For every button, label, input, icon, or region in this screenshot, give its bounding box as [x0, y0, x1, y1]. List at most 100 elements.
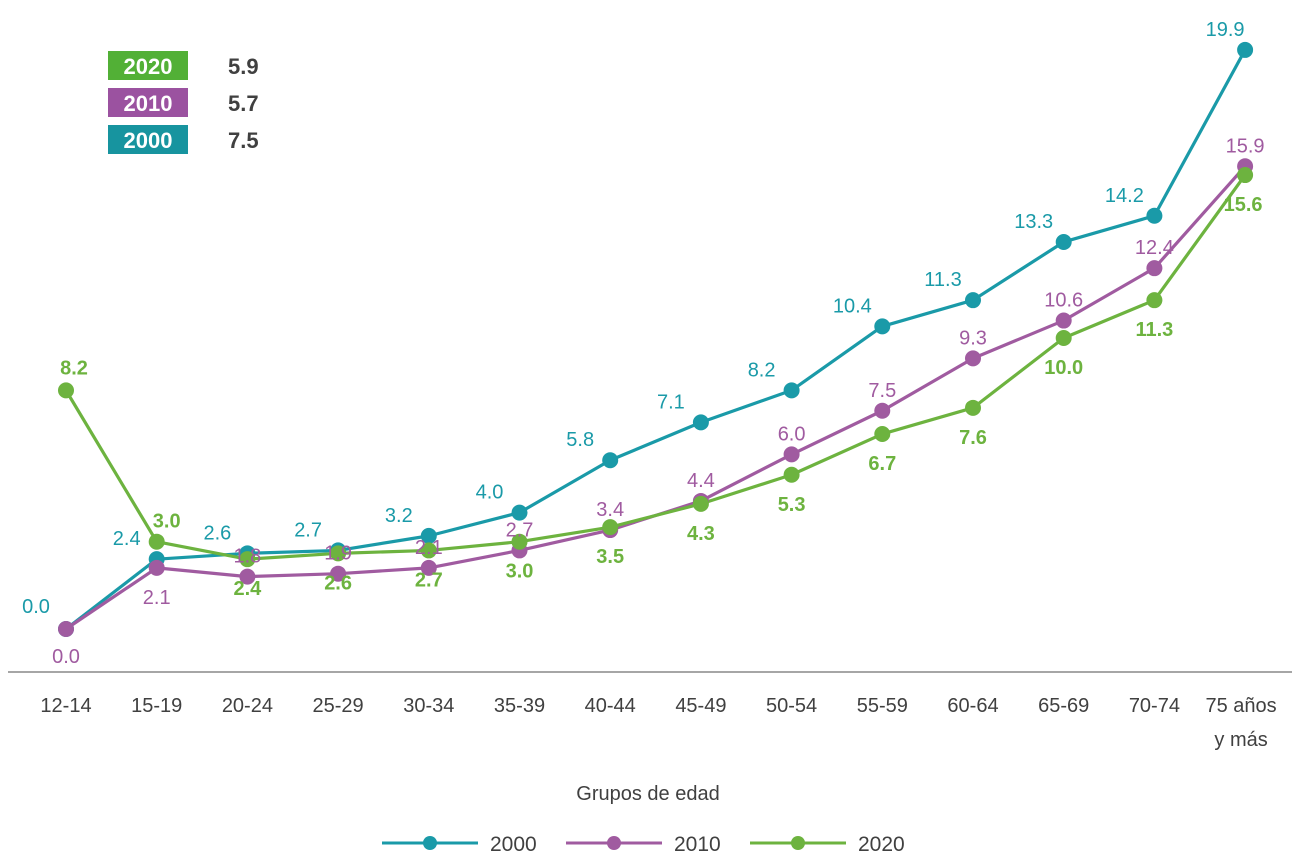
x-tick-label: 15-19 [131, 695, 182, 717]
summary-box: 2020 5.9 2010 5.7 2000 7.5 [108, 51, 259, 154]
data-label-2000: 10.4 [833, 295, 872, 317]
x-tick-label: 75 años [1206, 695, 1277, 717]
data-label-2010: 2.1 [143, 587, 171, 609]
data-label-2020: 5.3 [778, 494, 806, 516]
data-point-2010 [58, 621, 74, 637]
summary-value-2010: 5.7 [228, 91, 259, 116]
data-point-2020 [602, 519, 619, 536]
data-label-2000: 14.2 [1105, 185, 1144, 207]
legend: 2000 2010 2020 [382, 833, 905, 856]
data-label-2020: 3.5 [596, 546, 624, 568]
data-label-2000: 8.2 [748, 359, 776, 381]
data-point-2020 [692, 495, 709, 512]
data-point-2000 [511, 504, 528, 521]
series-line-2000 [65, 49, 1247, 631]
data-label-2020: 3.0 [153, 511, 181, 533]
data-point-2020 [58, 382, 74, 399]
data-point-2020 [1055, 330, 1072, 346]
data-point-2020 [965, 399, 981, 416]
data-point-2020 [1146, 292, 1163, 309]
summary-year-2000: 2000 [124, 128, 173, 153]
data-label-2020: 10.0 [1044, 357, 1083, 379]
data-point-2000 [965, 292, 981, 309]
x-tick-labels: 12-14 15-19 20-24 25-29 30-34 35-39 40-44 45-49… [40, 695, 1276, 751]
x-tick-label: 40-44 [585, 695, 636, 717]
data-label-2010: 3.4 [596, 499, 624, 521]
data-label-2010: 6.0 [778, 423, 806, 445]
x-tick-label: 35-39 [494, 695, 545, 717]
x-tick-label: 45-49 [675, 695, 726, 717]
summary-value-2020: 5.9 [228, 54, 259, 79]
data-label-2010: 15.9 [1226, 135, 1265, 157]
data-label-2010: 1.9 [324, 543, 352, 565]
data-label-2020: 2.4 [233, 578, 262, 600]
data-label-2020: 8.2 [60, 357, 88, 379]
data-label-2020: 4.3 [687, 523, 715, 545]
data-label-2000: 2.7 [294, 519, 322, 541]
data-point-2020 [148, 533, 165, 550]
data-label-2000: 4.0 [476, 482, 504, 504]
data-point-2010 [148, 559, 165, 576]
data-label-2010: 4.4 [687, 470, 715, 492]
data-label-2020: 2.6 [324, 572, 352, 594]
data-point-2020 [874, 426, 891, 443]
legend-marker-2010 [607, 836, 621, 850]
data-point-2000 [1237, 41, 1254, 58]
data-point-2010 [874, 402, 891, 419]
data-label-2020: 7.6 [959, 427, 987, 449]
x-tick-label: 60-64 [947, 695, 998, 717]
legend-label-2010: 2010 [674, 833, 721, 856]
series-points [58, 41, 1254, 637]
data-label-2000: 7.1 [657, 391, 685, 413]
x-tick-label: 70-74 [1129, 695, 1180, 717]
data-point-2000 [1055, 233, 1072, 250]
x-axis-title: Grupos de edad [576, 783, 719, 805]
summary-badge-2020 [108, 51, 188, 80]
series-lines [64, 49, 1247, 631]
data-label-2010: 12.4 [1135, 237, 1174, 259]
data-label-2010: 2.7 [506, 519, 534, 541]
x-tick-label: 65-69 [1038, 695, 1089, 717]
legend-marker-2020 [791, 836, 805, 850]
data-point-2020 [420, 542, 437, 559]
data-label-2010: 9.3 [959, 327, 987, 349]
data-point-2010 [239, 568, 256, 585]
data-label-2020: 6.7 [868, 453, 896, 475]
data-label-2000: 3.2 [385, 505, 413, 527]
data-label-2020: 3.0 [506, 561, 534, 583]
legend-marker-2000 [423, 836, 437, 850]
data-label-2000: 13.3 [1014, 211, 1053, 233]
data-point-2000 [783, 382, 800, 399]
data-point-2000 [420, 527, 437, 544]
x-tick-label: 55-59 [857, 695, 908, 717]
data-label-2020: 15.6 [1224, 194, 1263, 216]
data-point-2010 [1146, 260, 1163, 277]
data-point-2020 [239, 551, 256, 568]
data-label-2010: 0.0 [52, 646, 80, 668]
summary-year-2010: 2010 [124, 91, 173, 116]
data-label-2010: 10.6 [1044, 290, 1083, 312]
data-label-2000: 2.4 [113, 528, 141, 550]
data-point-2020 [511, 533, 528, 550]
data-label-2000: 19.9 [1206, 19, 1245, 41]
data-label-2000: 0.0 [22, 596, 50, 618]
data-point-2010 [1055, 312, 1072, 329]
data-label-2000: 2.6 [203, 522, 231, 544]
data-point-2000 [602, 452, 619, 469]
data-point-2020 [1237, 167, 1254, 184]
x-tick-label: 30-34 [403, 695, 454, 717]
data-label-2010: 2.1 [415, 537, 443, 559]
data-label-2000: 5.8 [566, 429, 594, 451]
data-point-2020 [330, 545, 347, 562]
data-point-2020 [783, 466, 800, 483]
data-point-2010 [783, 446, 800, 463]
data-point-2000 [874, 318, 891, 335]
data-point-2010 [965, 350, 981, 367]
data-point-2000 [1146, 207, 1163, 224]
summary-badge-2000 [108, 125, 188, 154]
legend-label-2000: 2000 [490, 833, 537, 856]
x-tick-label: y más [1214, 729, 1267, 751]
data-label-2010: 1.8 [233, 546, 261, 568]
data-point-2010 [330, 565, 347, 582]
